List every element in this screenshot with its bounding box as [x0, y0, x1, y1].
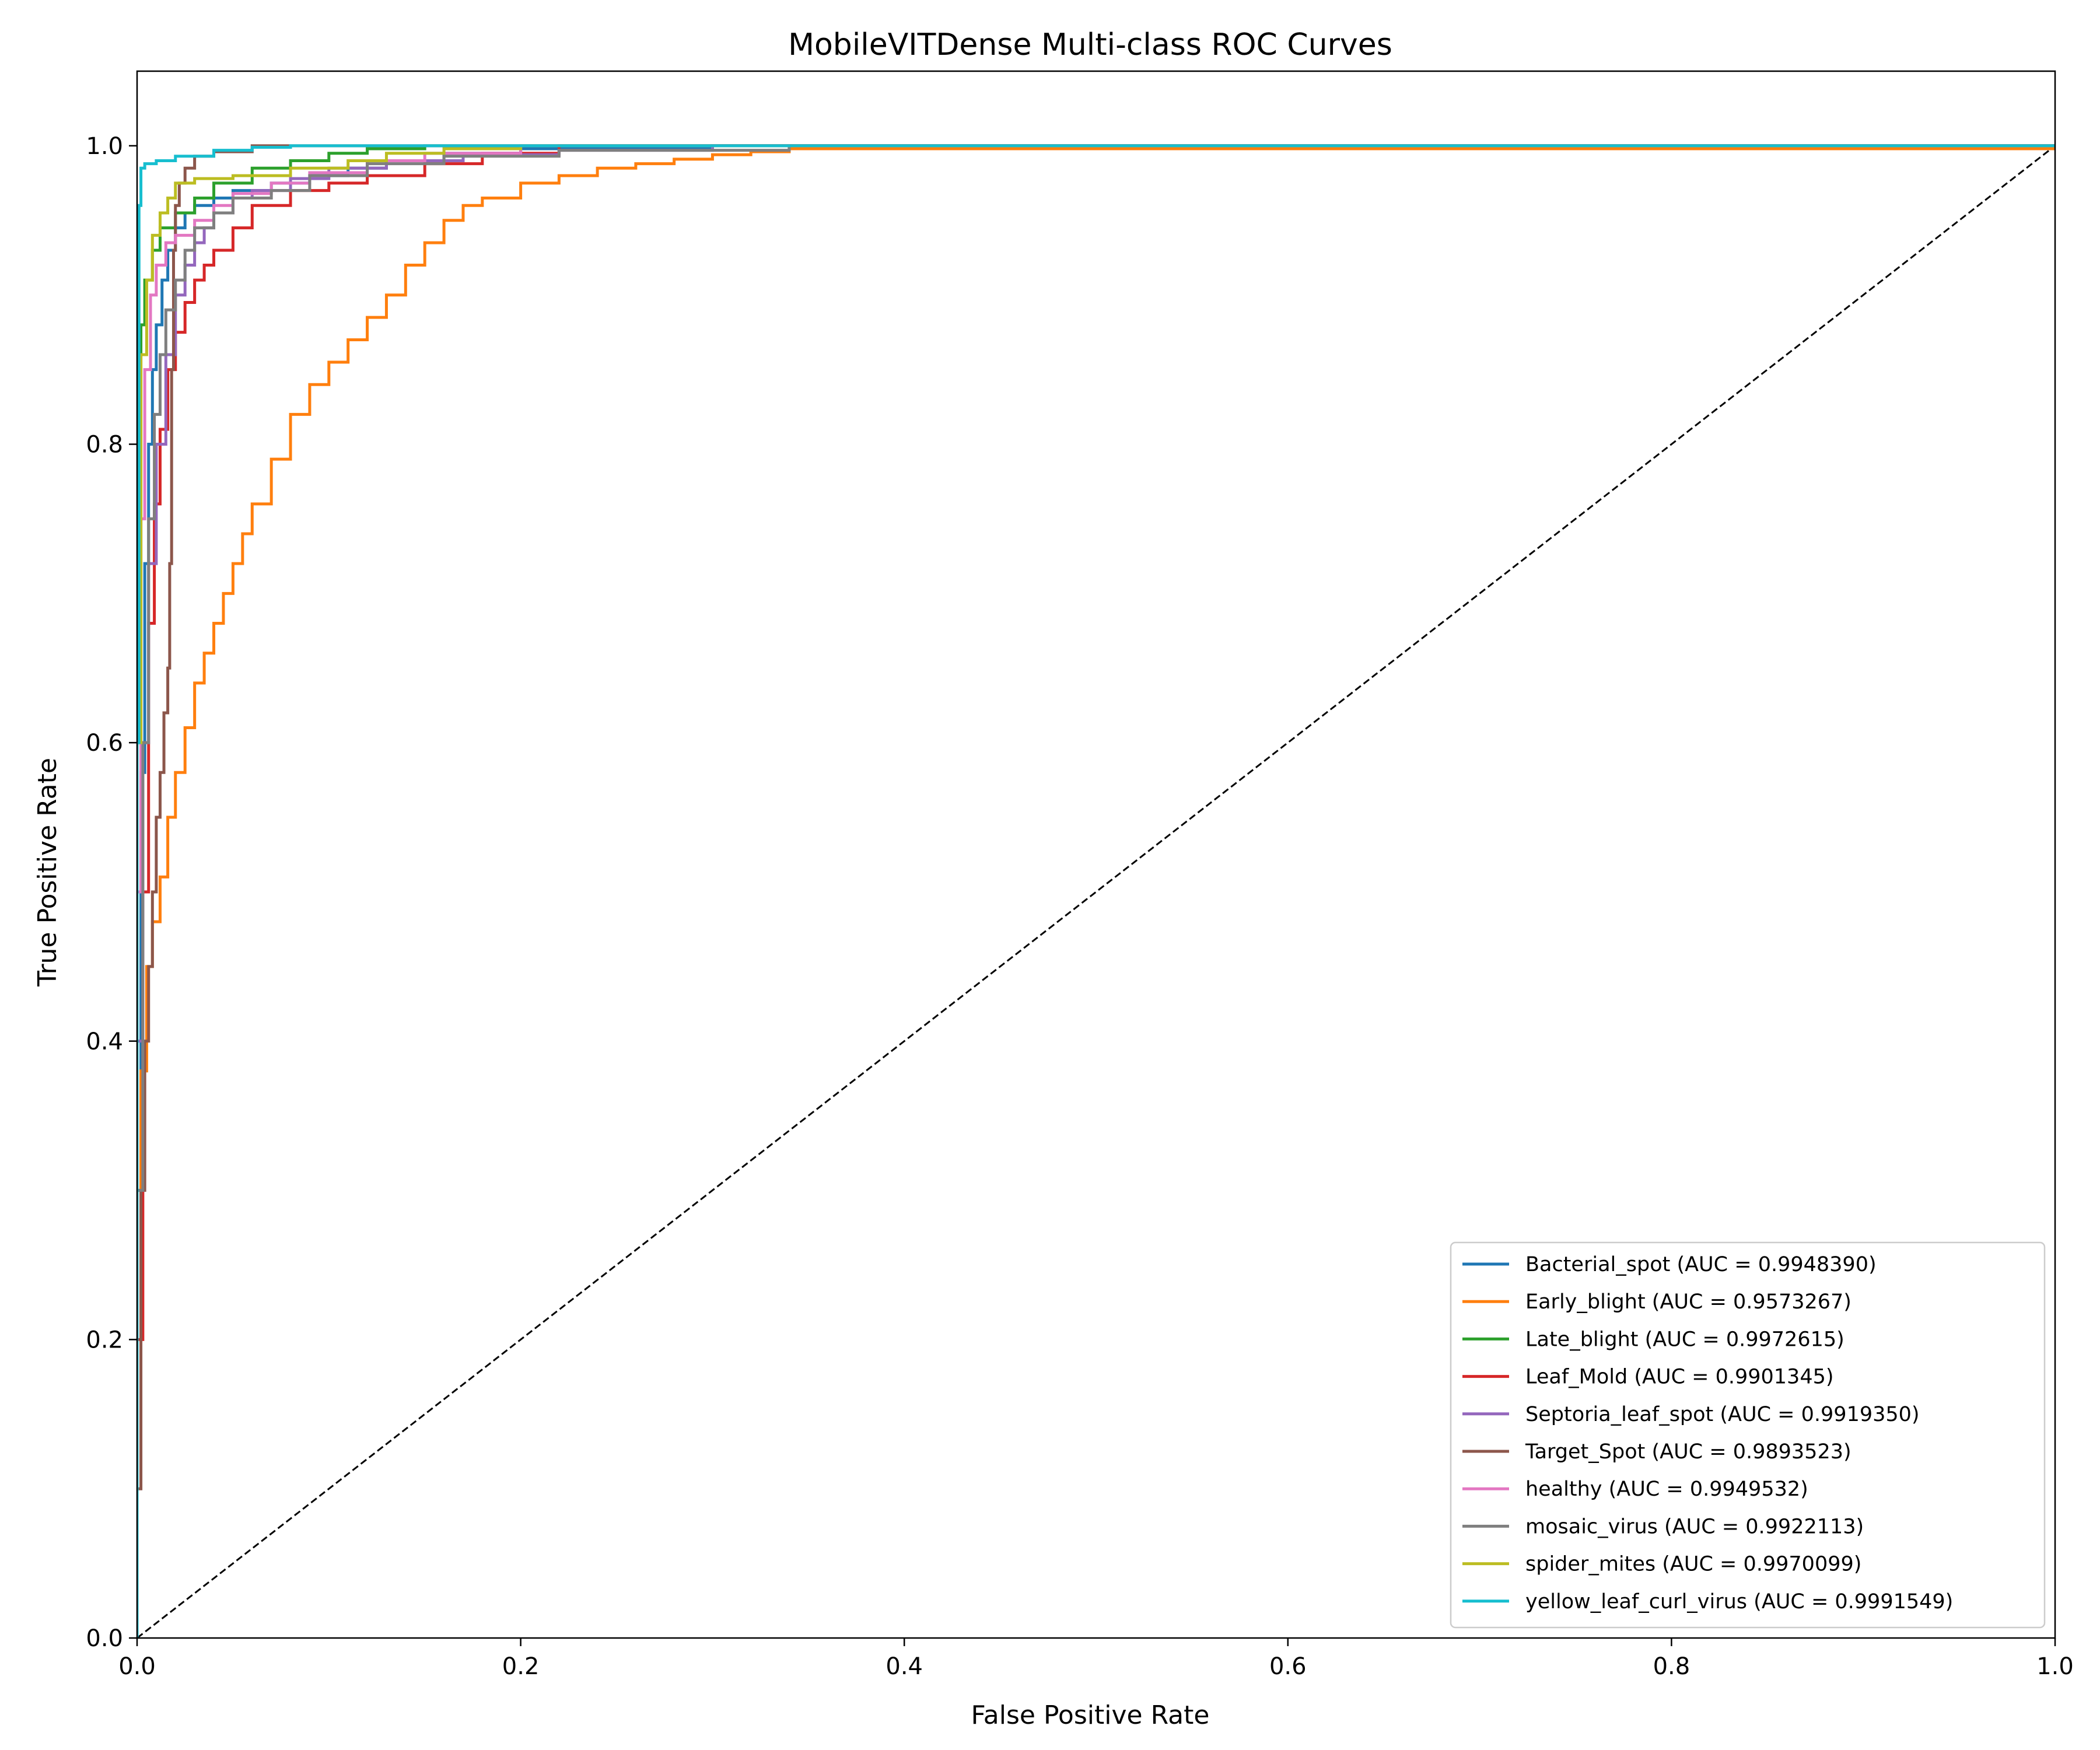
legend: Bacterial_spot (AUC = 0.9948390) Early_bl… [1450, 1241, 2046, 1629]
x-tick-label: 0.2 [502, 1653, 540, 1680]
roc-curve-6 [137, 144, 2055, 1638]
legend-entry-label: Leaf_Mold (AUC = 0.9901345) [1525, 1366, 1834, 1389]
legend-entry-label: healthy (AUC = 0.9949532) [1525, 1478, 1808, 1501]
y-axis-label: True Positive Rate [33, 758, 62, 987]
legend-entry-label: Bacterial_spot (AUC = 0.9948390) [1525, 1253, 1877, 1276]
x-tick-label: 1.0 [2036, 1653, 2074, 1680]
roc-curve-8 [137, 144, 2055, 1638]
x-tick-label: 0.6 [1269, 1653, 1307, 1680]
roc-curve-3 [137, 144, 2055, 1638]
x-axis-label: False Positive Rate [971, 1700, 1210, 1730]
legend-entry-label: Septoria_leaf_spot (AUC = 0.9919350) [1525, 1403, 1920, 1426]
x-tick-label: 0.0 [118, 1653, 156, 1680]
legend-entry-label: mosaic_virus (AUC = 0.9922113) [1525, 1515, 1864, 1538]
plot-area: 0.0 0.2 0.4 0.6 0.8 1.0 0.0 0.2 0.4 0.6 0.8 1.0 [86, 70, 2074, 1680]
y-tick-label: 0.6 [86, 730, 123, 757]
roc-curve-4 [137, 144, 2055, 1638]
chart-title: MobileVITDense Multi-class ROC Curves [788, 27, 1392, 62]
plot-frame [136, 70, 2056, 1639]
legend-entry-label: Late_blight (AUC = 0.9972615) [1525, 1328, 1845, 1351]
series-lines [137, 144, 2055, 1638]
y-tick-label: 0.2 [86, 1326, 123, 1353]
legend-box [1450, 1241, 2046, 1629]
legend-entry-label: Target_Spot (AUC = 0.9893523) [1525, 1440, 1852, 1464]
y-tick-label: 0.4 [86, 1028, 123, 1055]
y-tick-label: 0.0 [86, 1625, 123, 1652]
x-tick-label: 0.8 [1653, 1653, 1690, 1680]
y-tick-label: 1.0 [86, 133, 123, 160]
roc-curve-2 [137, 145, 2055, 1638]
roc-curve-10 [137, 144, 2055, 1638]
x-tick-label: 0.4 [886, 1653, 923, 1680]
y-tick-label: 0.8 [86, 432, 123, 459]
legend-entry-label: yellow_leaf_curl_virus (AUC = 0.9991549) [1525, 1590, 1953, 1614]
chance-diagonal-line [137, 145, 2055, 1638]
roc-curve-9 [137, 144, 2055, 1638]
legend-entry-label: Early_blight (AUC = 0.9573267) [1525, 1290, 1852, 1314]
legend-entry-label: spider_mites (AUC = 0.9970099) [1525, 1553, 1861, 1576]
